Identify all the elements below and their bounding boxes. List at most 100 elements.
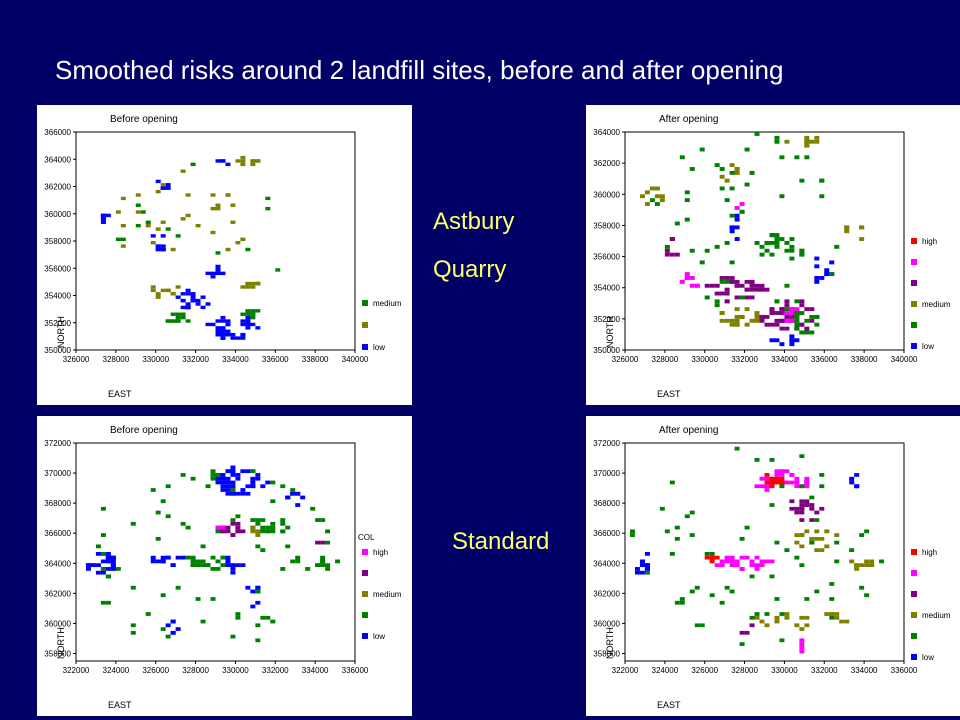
grid-cell — [639, 559, 645, 564]
grid-cell — [245, 322, 251, 327]
grid-cell — [759, 318, 765, 323]
grid-cell — [155, 179, 161, 184]
grid-cell — [175, 295, 181, 299]
grid-cell — [729, 213, 735, 218]
grid-cell — [190, 559, 196, 564]
grid-cell — [664, 529, 670, 534]
grid-cell — [794, 510, 800, 515]
grid-cell — [255, 585, 261, 590]
grid-cell — [759, 563, 765, 568]
grid-cell — [265, 480, 271, 485]
grid-cell — [180, 521, 186, 526]
grid-cell — [170, 292, 176, 296]
grid-cell — [245, 312, 251, 316]
x-tick-label: 332000 — [811, 666, 838, 675]
grid-cell — [225, 563, 231, 568]
grid-cell — [180, 305, 186, 310]
grid-cell — [160, 559, 166, 564]
grid-cell — [100, 506, 106, 511]
grid-cell — [819, 506, 825, 511]
grid-cell — [95, 563, 101, 568]
grid-cell — [854, 473, 860, 477]
grid-cell — [245, 326, 251, 330]
grid-cell — [150, 555, 156, 560]
grid-cell — [205, 302, 211, 306]
grid-cell — [255, 589, 261, 594]
grid-cell — [325, 540, 331, 545]
grid-cell — [105, 567, 111, 571]
grid-cell — [664, 252, 670, 257]
grid-cell — [729, 229, 735, 234]
grid-cell — [744, 555, 750, 560]
grid-cell — [155, 247, 161, 252]
grid-cell — [724, 555, 730, 560]
grid-cell — [215, 326, 221, 330]
grid-cell — [295, 503, 301, 507]
x-axis-label: EAST — [108, 389, 132, 399]
grid-cell — [280, 521, 286, 526]
grid-cell — [240, 322, 246, 327]
grid-cell — [849, 476, 855, 481]
grid-cell — [754, 318, 760, 323]
grid-cell — [754, 314, 760, 319]
grid-cell — [674, 536, 680, 541]
grid-cell — [749, 283, 755, 288]
grid-cell — [789, 307, 795, 312]
grid-cell — [245, 285, 251, 289]
grid-cell — [829, 597, 835, 601]
grid-cell — [105, 574, 111, 579]
grid-cell — [729, 559, 735, 564]
grid-cell — [195, 559, 201, 564]
grid-cell — [799, 503, 805, 507]
grid-cell — [849, 480, 855, 485]
grid-cell — [220, 271, 226, 276]
grid-cell — [719, 291, 725, 296]
y-tick-label: 364000 — [593, 128, 620, 137]
grid-cell — [120, 237, 126, 241]
grid-cell — [235, 159, 241, 163]
grid-cell — [674, 600, 680, 605]
x-tick-label: 330000 — [691, 355, 718, 364]
grid-cell — [200, 619, 206, 624]
grid-cell — [749, 574, 755, 579]
grid-cell — [814, 276, 820, 280]
grid-cell — [784, 248, 790, 253]
grid-cell — [170, 630, 176, 635]
map-standard-before: Before opening 358000 360000 362000 364000 36… — [44, 425, 401, 710]
grid-cell — [215, 271, 221, 276]
grid-cell — [719, 563, 725, 568]
grid-cell — [864, 529, 870, 534]
grid-cell — [175, 319, 181, 323]
grid-cell — [185, 305, 191, 310]
grid-cell — [165, 183, 171, 187]
grid-cell — [759, 314, 765, 319]
grid-cell — [679, 155, 685, 160]
grid-cell — [175, 234, 181, 238]
grid-cell — [699, 623, 705, 628]
grid-cell — [105, 555, 111, 560]
x-tick-label: 326000 — [691, 666, 718, 675]
grid-cell — [839, 619, 845, 624]
x-tick-label: 336000 — [811, 355, 838, 364]
grid-cell — [245, 309, 251, 313]
grid-cell — [250, 162, 256, 167]
grid-cell — [230, 480, 236, 485]
grid-cell — [749, 615, 755, 620]
grid-cell — [220, 484, 226, 489]
y-tick-label: 364000 — [593, 559, 620, 568]
grid-cell — [220, 476, 226, 481]
grid-cell — [240, 529, 246, 534]
legend-swatch — [911, 301, 917, 307]
grid-cell — [674, 252, 680, 257]
grid-cell — [824, 268, 830, 273]
grid-cell — [734, 205, 740, 210]
grid-cell — [734, 237, 740, 241]
grid-cell — [754, 555, 760, 560]
grid-cell — [180, 473, 186, 477]
grid-cell — [764, 612, 770, 616]
grid-cell — [769, 574, 775, 579]
x-tick-label: 336000 — [262, 355, 289, 364]
grid-cell — [789, 499, 795, 504]
grid-cell — [784, 480, 790, 485]
grid-cell — [834, 615, 840, 620]
